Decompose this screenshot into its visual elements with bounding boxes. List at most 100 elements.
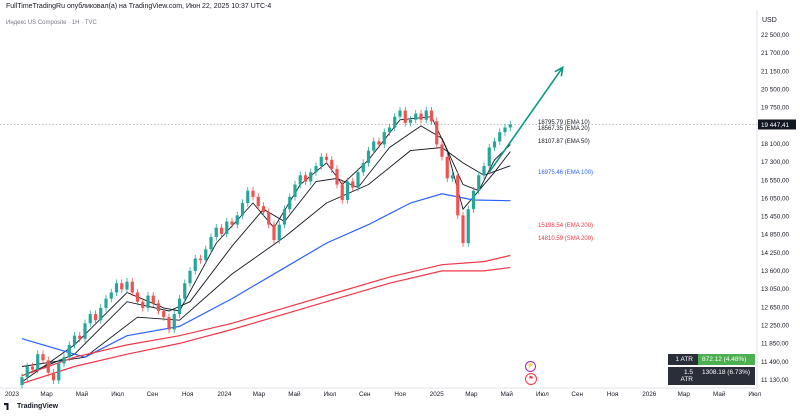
candle-body (83, 323, 87, 339)
candle-body (445, 156, 449, 179)
brand[interactable]: TradingView (4, 403, 58, 410)
candle-body (345, 181, 350, 200)
currency-button[interactable]: USD (762, 17, 777, 24)
x-tick-label: Ноя (394, 391, 405, 398)
price-tag-bg (758, 119, 796, 130)
y-tick-label: 16 050,00 (761, 195, 790, 202)
candle-body (335, 169, 339, 185)
candle-body (240, 203, 245, 216)
candle-body (330, 159, 334, 170)
candle-body (130, 281, 134, 293)
x-tick-label: 2023 (5, 391, 20, 398)
candle-body (135, 292, 140, 302)
ma-label: 18567.35 (EMA 20) (538, 126, 590, 132)
atr-value: 1308.18 (6.73%) (698, 367, 755, 385)
candle-body (25, 366, 29, 378)
ma-label: 18107.87 (EMA 50) (538, 139, 590, 145)
x-tick-label: Мар (40, 391, 53, 398)
candle-body (193, 258, 197, 271)
y-tick-label: 14 850,00 (761, 232, 790, 239)
candle-body (456, 175, 460, 216)
candle-body (146, 295, 150, 308)
ma-line-ema-200 (21, 254, 511, 377)
arrow-shaft (488, 66, 564, 173)
candle-body (272, 224, 276, 241)
y-tick-label: 21 700,00 (761, 50, 790, 57)
x-axis: 2023 Мар Май Июл Сен Ноя 2024 Мар Май Июл Сен Ноя 20… (5, 390, 762, 398)
candle-body (156, 303, 161, 311)
candle-body (361, 162, 365, 173)
y-tick-label: 11 130,00 (761, 377, 789, 384)
candle-body (482, 166, 486, 176)
atr-row-1: 1 ATR 872.12 (4.48%) (668, 354, 755, 365)
candle-body (351, 181, 355, 188)
y-tick-label: 22 500,00 (761, 32, 790, 39)
y-axis: 22 500,00 21 700,00 21 150,00 20 500,00 19 7… (761, 32, 790, 384)
candle-body (382, 132, 386, 145)
candle-body (408, 119, 413, 123)
x-tick-label: Июл (111, 391, 124, 398)
ma-line-ema-20 (21, 125, 511, 377)
candle-body (372, 141, 376, 151)
candle-body (277, 224, 281, 241)
brand-name: TradingView (17, 403, 59, 410)
bolt-icon[interactable]: ⚡ (525, 361, 536, 372)
x-tick-label: Сен (571, 391, 583, 398)
candle-body (256, 196, 260, 207)
candle-body (204, 249, 208, 261)
candle-body (246, 190, 250, 204)
candle-body (429, 110, 434, 122)
y-tick-label: 13 050,00 (761, 286, 790, 293)
candle-body (67, 344, 71, 358)
y-tick-label: 15 450,00 (761, 214, 790, 221)
candle-body (387, 127, 392, 133)
ma-line-ema-100 (21, 193, 511, 358)
x-tick-label: Май (288, 390, 301, 398)
moving-average-lines (21, 116, 511, 385)
candle-body (393, 116, 397, 128)
candlesticks (20, 106, 512, 389)
candle-body (141, 301, 145, 308)
candle-body (492, 141, 497, 148)
candle-body (114, 283, 119, 293)
candle-body (435, 121, 439, 145)
candle-body (319, 156, 323, 167)
candle-body (303, 175, 308, 182)
last-price-tag: 19 447,41 (758, 119, 796, 130)
candle-body (214, 227, 218, 237)
x-tick-label: 2024 (217, 391, 232, 398)
atr-key: 1 ATR (668, 354, 698, 365)
candle-body (461, 215, 465, 244)
flag-icon[interactable]: ⚑ (525, 373, 537, 385)
y-tick-label: 11 850,00 (761, 341, 789, 348)
y-tick-label: 11 490,00 (761, 359, 789, 366)
candle-body (230, 221, 234, 225)
candle-body (424, 110, 428, 120)
candle-body (414, 113, 418, 120)
y-tick-label: 12 650,00 (761, 304, 790, 311)
candle-body (235, 215, 239, 225)
y-tick-label: 21 150,00 (761, 68, 790, 75)
candle-body (450, 175, 455, 179)
y-tick-label: 14 250,00 (761, 250, 790, 257)
candle-body (288, 196, 292, 210)
x-tick-label: Май (713, 390, 726, 398)
arrow-head (554, 65, 564, 77)
candle-body (251, 190, 255, 197)
candle-body (366, 150, 371, 163)
candle-body (177, 298, 182, 315)
candle-body (104, 298, 108, 308)
ma-line-ema-10 (21, 116, 511, 383)
candle-body (57, 363, 61, 381)
candle-body (267, 212, 271, 225)
y-tick-label: 12 250,00 (761, 323, 790, 330)
candle-body (309, 172, 313, 182)
ma-line-ema-50 (21, 147, 511, 367)
symbol-title: Индекс US Composite · 1Н · TVC (6, 20, 97, 26)
candle-body (293, 184, 297, 197)
candle-body (419, 113, 423, 120)
atr-key: 1.5 ATR (668, 367, 698, 385)
candle-body (340, 184, 344, 200)
candle-body (172, 314, 176, 330)
